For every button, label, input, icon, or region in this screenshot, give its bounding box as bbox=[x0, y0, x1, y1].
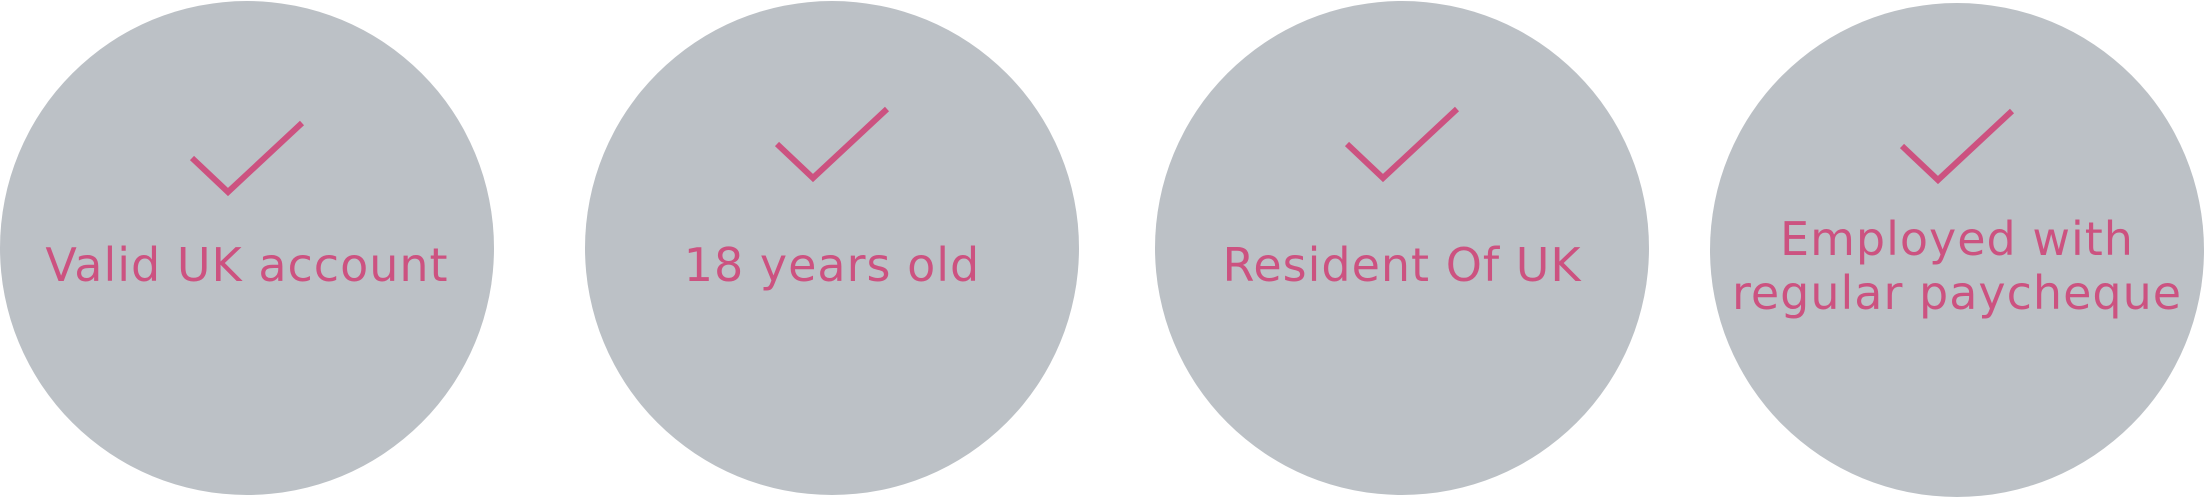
requirement-valid-uk-account: Valid UK account bbox=[0, 1, 494, 495]
requirement-18-years-old: 18 years old bbox=[585, 1, 1079, 495]
requirement-resident-of-uk: Resident Of UK bbox=[1155, 1, 1649, 495]
checkmark-icon bbox=[1344, 106, 1460, 183]
requirement-label-line: Employed with bbox=[1780, 212, 2134, 266]
requirement-label-line: Valid UK account bbox=[45, 238, 449, 292]
checkmark-icon bbox=[774, 106, 890, 183]
checkmark-icon bbox=[1899, 108, 2015, 185]
requirement-label: Resident Of UK bbox=[1155, 238, 1649, 292]
requirement-label-line: regular paycheque bbox=[1731, 266, 2183, 320]
requirement-label-line: 18 years old bbox=[683, 238, 981, 292]
requirement-employed: Employed with regular paycheque bbox=[1710, 3, 2204, 497]
requirement-label-line: Resident Of UK bbox=[1222, 238, 1582, 292]
requirement-label: Employed with regular paycheque bbox=[1710, 212, 2204, 320]
requirement-label: 18 years old bbox=[585, 238, 1079, 292]
requirement-label: Valid UK account bbox=[0, 238, 494, 292]
checkmark-icon bbox=[189, 120, 305, 197]
